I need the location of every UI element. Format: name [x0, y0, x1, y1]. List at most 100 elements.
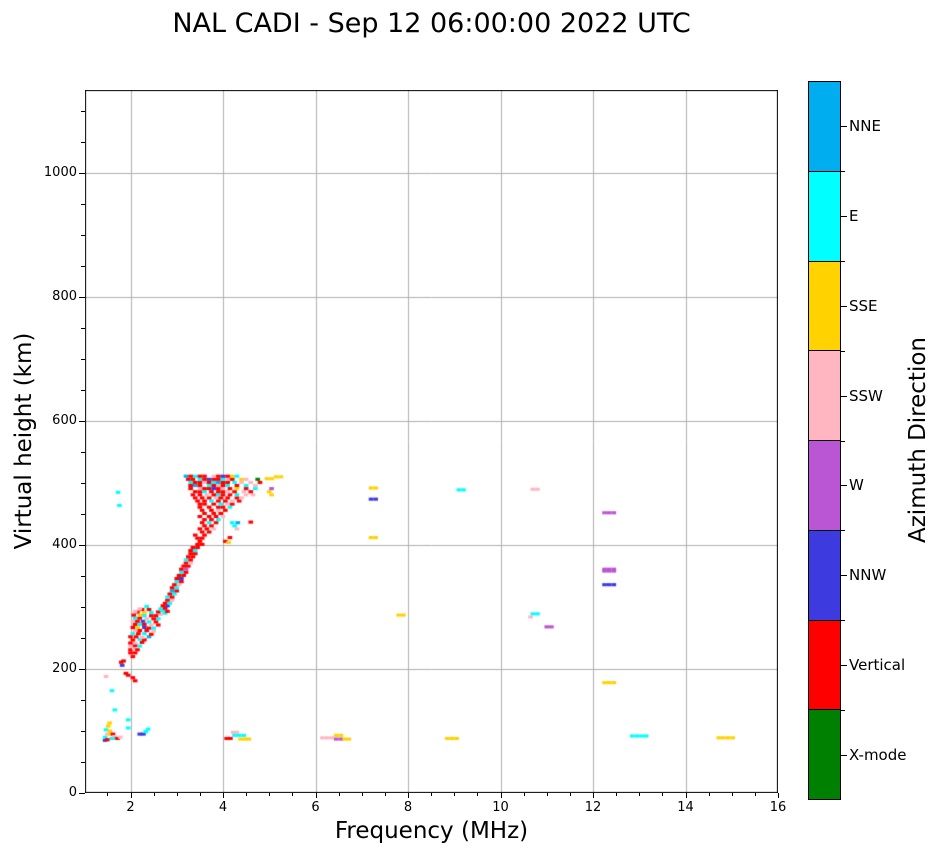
colorbar-label-ssw: SSW [849, 387, 883, 405]
colorbar-segment-w [809, 441, 840, 531]
y-tick-label: 400 [52, 537, 77, 553]
x-tick-label: 16 [769, 800, 787, 815]
y-tick-label: 1000 [43, 165, 77, 181]
colorbar-boundary-tick [841, 171, 845, 172]
colorbar-segment-ssw [809, 351, 840, 441]
y-minor-tick [81, 204, 85, 206]
colorbar-tick [841, 755, 847, 756]
colorbar-tick [841, 396, 847, 397]
x-minor-tick [477, 793, 479, 796]
colorbar-tick [841, 126, 847, 127]
y-axis-label: Virtual height (km) [11, 332, 37, 550]
y-minor-tick [81, 514, 85, 516]
x-minor-tick [246, 793, 248, 796]
x-minor-tick [708, 793, 710, 796]
y-minor-tick [81, 576, 85, 578]
x-major-tick [408, 793, 409, 798]
y-minor-tick [81, 328, 85, 330]
colorbar-boundary-tick [841, 261, 845, 262]
azimuth-colorbar [808, 81, 841, 800]
colorbar-title: Azimuth Direction [905, 337, 931, 543]
x-minor-tick [731, 793, 733, 796]
x-major-tick [130, 793, 132, 798]
y-minor-tick [81, 700, 85, 701]
x-major-tick [685, 793, 687, 798]
colorbar-label-e: E [849, 207, 859, 225]
x-minor-tick [338, 793, 340, 796]
y-major-tick [79, 793, 85, 794]
colorbar-segment-nnw [809, 530, 840, 621]
y-tick-label: 600 [52, 413, 77, 429]
colorbar-label-nne: NNE [849, 117, 881, 135]
x-tick-label: 2 [126, 800, 135, 815]
y-minor-tick [81, 142, 85, 144]
colorbar-boundary-tick [841, 441, 845, 442]
x-minor-tick [546, 793, 548, 796]
y-major-tick [79, 421, 85, 423]
y-minor-tick [81, 607, 85, 609]
x-minor-tick [107, 793, 109, 796]
y-minor-tick [81, 111, 85, 113]
y-minor-tick [81, 235, 85, 237]
x-minor-tick [616, 793, 618, 796]
x-minor-tick [569, 793, 571, 796]
y-major-tick [79, 297, 85, 299]
x-minor-tick [662, 793, 664, 796]
y-minor-tick [81, 731, 85, 732]
y-minor-tick [81, 762, 85, 763]
ionogram-canvas [85, 90, 778, 793]
y-major-tick [79, 173, 85, 175]
x-minor-tick [153, 793, 155, 796]
x-minor-tick [431, 793, 433, 796]
y-tick-label: 200 [52, 661, 77, 676]
x-minor-tick [199, 793, 201, 796]
x-minor-tick [292, 793, 294, 796]
colorbar-segment-nne [809, 82, 840, 172]
x-tick-label: 10 [492, 800, 509, 815]
colorbar-label-nnw: NNW [849, 566, 887, 584]
x-major-tick [593, 793, 594, 798]
colorbar-label-w: W [849, 476, 864, 494]
colorbar-boundary-tick [841, 620, 845, 621]
x-minor-tick [269, 793, 271, 796]
y-tick-label: 0 [68, 785, 77, 800]
colorbar-tick [841, 216, 847, 217]
x-minor-tick [454, 793, 456, 796]
colorbar-segment-sse [809, 261, 840, 352]
x-major-tick [315, 793, 317, 798]
y-minor-tick [81, 483, 85, 485]
x-minor-tick [754, 793, 756, 796]
colorbar-segment-vertical [809, 620, 840, 711]
y-major-tick [79, 545, 85, 547]
plot-area [85, 90, 778, 793]
x-tick-label: 12 [584, 800, 602, 815]
colorbar-tick [841, 485, 847, 486]
x-minor-tick [176, 793, 178, 796]
x-minor-tick [639, 793, 641, 796]
y-minor-tick [81, 638, 85, 640]
colorbar-boundary-tick [841, 351, 845, 352]
y-tick-label: 800 [52, 289, 77, 305]
y-minor-tick [81, 359, 85, 361]
x-tick-label: 14 [677, 800, 694, 815]
y-minor-tick [81, 390, 85, 392]
colorbar-tick [841, 575, 847, 576]
x-minor-tick [523, 793, 525, 796]
y-major-tick [79, 669, 85, 670]
colorbar-label-vertical: Vertical [849, 656, 906, 674]
chart-title: NAL CADI - Sep 12 06:00:00 2022 UTC [172, 8, 691, 39]
colorbar-boundary-tick [841, 710, 845, 711]
x-minor-tick [384, 793, 386, 796]
colorbar-boundary-tick [841, 530, 845, 531]
x-major-tick [223, 793, 224, 798]
x-minor-tick [361, 793, 363, 796]
x-axis-label: Frequency (MHz) [334, 818, 529, 844]
x-major-tick [778, 793, 779, 798]
colorbar-segment-e [809, 171, 840, 262]
x-tick-label: 6 [311, 800, 320, 815]
y-minor-tick [81, 266, 85, 268]
colorbar-segment-x-mode [809, 710, 840, 799]
x-tick-label: 8 [403, 800, 413, 815]
colorbar-label-x-mode: X-mode [849, 746, 907, 764]
